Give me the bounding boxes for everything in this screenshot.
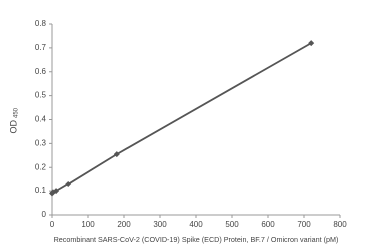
y-tick-label: 0.2 <box>35 162 47 171</box>
x-tick-label: 100 <box>81 220 95 229</box>
y-tick-label: 0.4 <box>35 115 47 124</box>
x-tick-label: 500 <box>225 220 239 229</box>
y-tick-label: 0.7 <box>35 43 47 52</box>
data-point <box>113 151 120 158</box>
data-point <box>308 40 315 47</box>
data-line <box>51 42 312 195</box>
x-tick-label: 800 <box>333 220 347 229</box>
x-tick-label: 600 <box>261 220 275 229</box>
x-tick-label: 200 <box>117 220 131 229</box>
data-point <box>53 188 60 195</box>
x-tick-label: 700 <box>297 220 311 229</box>
y-tick-label: 0.3 <box>35 138 47 147</box>
y-tick-label: 0 <box>42 210 47 219</box>
x-tick-label: 0 <box>50 220 55 229</box>
y-label-sub: 450 <box>14 107 20 118</box>
x-tick-label: 400 <box>189 220 203 229</box>
y-tick-label: 0.1 <box>35 186 47 195</box>
y-tick-label: 0.5 <box>35 91 47 100</box>
y-tick-label: 0.8 <box>35 19 47 28</box>
y-axis-title: OD 450 <box>8 107 19 133</box>
y-tick-label: 0.6 <box>35 67 47 76</box>
y-label: OD <box>8 119 18 133</box>
data-point <box>65 180 72 187</box>
x-tick-label: 300 <box>153 220 167 229</box>
x-axis-title: Recombinant SARS-CoV-2 (COVID-19) Spike … <box>54 235 339 244</box>
